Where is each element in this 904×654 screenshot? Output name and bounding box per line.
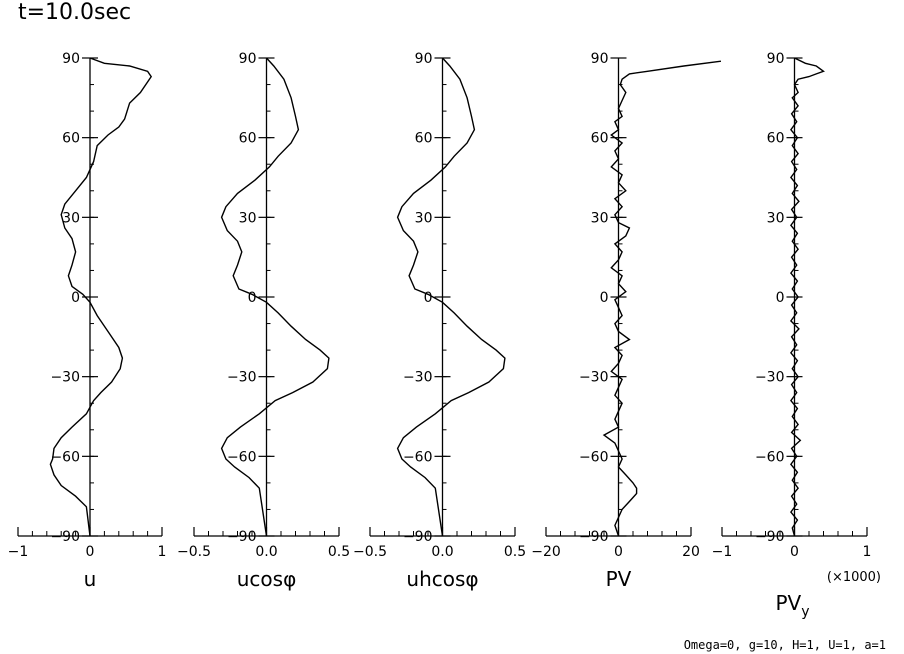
x-axis-label: PVy: [775, 591, 809, 620]
y-tick-label: 90: [239, 51, 257, 67]
x-axis-label: uhcosφ: [406, 567, 478, 591]
y-tick-label: 30: [239, 210, 257, 226]
y-tick-label: 90: [415, 51, 433, 67]
panel-3: −0.5 0.0 0.5 90 60 30 0 −30 −60 −90 uhcosφ: [353, 51, 526, 591]
x-tick-label: 0.0: [431, 544, 453, 560]
y-tick-label: 90: [767, 51, 785, 67]
plot-title: t=10.0sec: [18, 0, 132, 25]
y-tick-label: −60: [50, 449, 80, 465]
y-tick-label: 30: [62, 210, 80, 226]
y-tick-label: 0: [248, 290, 257, 306]
x-axis-label: ucosφ: [237, 567, 297, 591]
series-line: [49, 57, 153, 537]
series-line: [789, 57, 825, 537]
x-tick-label: −0.5: [353, 544, 387, 560]
x-tick-label: 0: [790, 544, 799, 560]
y-tick-label: −60: [403, 449, 433, 465]
y-tick-label: −90: [50, 529, 80, 545]
series-line: [396, 57, 506, 537]
y-tick-label: −60: [579, 449, 609, 465]
y-tick-label: −60: [227, 449, 257, 465]
panel-2: −0.5 0.0 0.5 90 60 30 0 −30 −60 −90 ucosφ: [177, 51, 350, 591]
x-tick-label: 1: [158, 544, 167, 560]
panel-5: −1 0 1 90 60 30 0 −30 −60 −90 PVy (×1000): [712, 51, 881, 620]
y-tick-label: 0: [424, 290, 433, 306]
y-tick-label: 0: [71, 290, 80, 306]
series-line: [220, 57, 330, 537]
x-tick-label: −0.5: [177, 544, 211, 560]
y-tick-label: 60: [767, 131, 785, 147]
y-tick-label: 0: [776, 290, 785, 306]
x-tick-label: −1: [712, 544, 733, 560]
x-tick-label: 1: [863, 544, 872, 560]
y-tick-label: 90: [62, 51, 80, 67]
panel-1: −1 0 1 90 60 30 0 −30 −60 −90 u: [8, 51, 167, 591]
y-tick-label: −60: [755, 449, 785, 465]
y-tick-label: 60: [62, 131, 80, 147]
y-tick-label: −90: [579, 529, 609, 545]
x-axis-label: u: [84, 567, 97, 591]
x-tick-label: 0.0: [255, 544, 277, 560]
y-tick-label: 30: [767, 210, 785, 226]
y-tick-label: −30: [227, 370, 257, 386]
x-axis-label: PV: [606, 567, 632, 591]
y-tick-label: 60: [415, 131, 433, 147]
y-tick-label: 30: [415, 210, 433, 226]
x-tick-label: 0.5: [328, 544, 350, 560]
y-tick-label: −90: [227, 529, 257, 545]
y-tick-label: 90: [591, 51, 609, 67]
y-tick-label: 30: [591, 210, 609, 226]
y-tick-label: −90: [403, 529, 433, 545]
x-tick-label: 0.5: [504, 544, 526, 560]
panel-4: −20 0 20 90 60 30 0 −30 −60 −90 PV: [531, 51, 721, 591]
y-tick-label: 60: [591, 131, 609, 147]
x-tick-label: −20: [531, 544, 561, 560]
x-tick-label: −1: [8, 544, 29, 560]
x-axis-label-subscript: y: [801, 604, 809, 620]
y-tick-label: −30: [403, 370, 433, 386]
y-tick-label: −90: [755, 529, 785, 545]
scale-note: (×1000): [827, 570, 881, 585]
y-tick-label: 60: [239, 131, 257, 147]
x-tick-label: 0: [614, 544, 623, 560]
y-tick-label: −30: [755, 370, 785, 386]
y-tick-label: 0: [600, 290, 609, 306]
series-line: [602, 60, 721, 537]
x-tick-label: 20: [682, 544, 700, 560]
y-tick-label: −30: [579, 370, 609, 386]
y-tick-label: −30: [50, 370, 80, 386]
parameters-footer: Omega=0, g=10, H=1, U=1, a=1: [683, 638, 886, 652]
x-tick-label: 0: [86, 544, 95, 560]
